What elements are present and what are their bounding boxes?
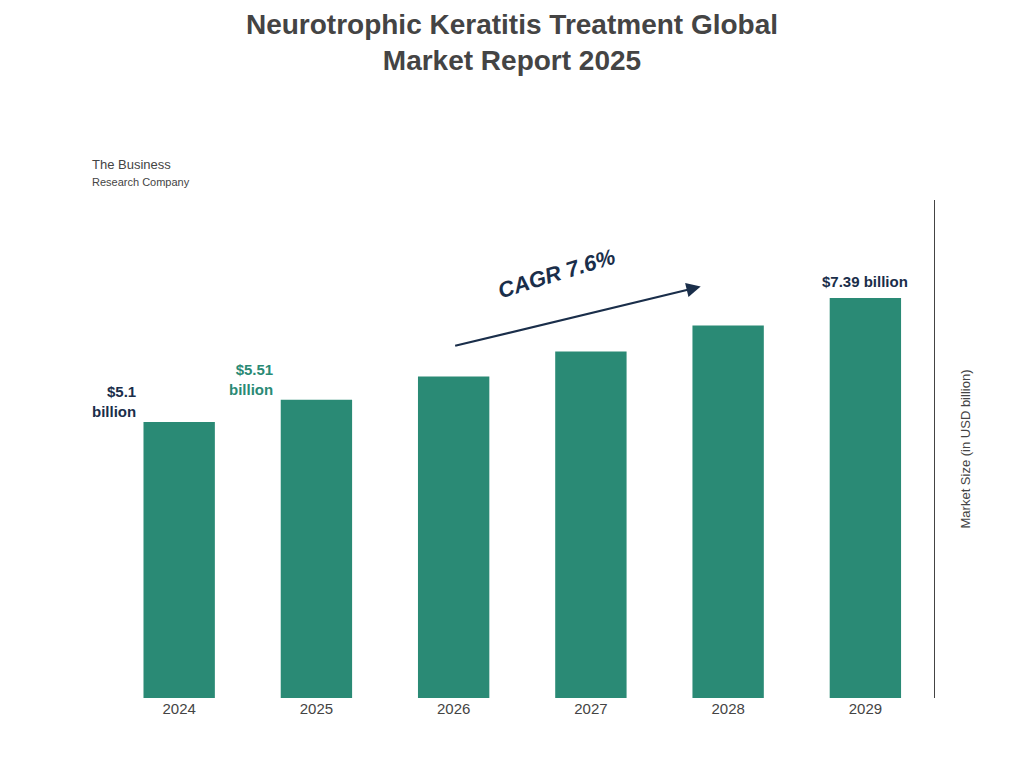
svg-text:2026: 2026 [437,700,470,717]
svg-text:2027: 2027 [574,700,607,717]
svg-text:The Business: The Business [92,157,171,172]
svg-text:$7.39 billion: $7.39 billion [822,273,908,290]
svg-text:2024: 2024 [162,700,195,717]
svg-text:Research Company: Research Company [92,176,190,188]
svg-text:$5.51billion: $5.51billion [229,361,273,398]
svg-text:CAGR 7.6%: CAGR 7.6% [495,244,618,303]
svg-text:Market Size (in USD billion): Market Size (in USD billion) [958,370,973,529]
svg-text:2029: 2029 [849,700,882,717]
svg-text:Neurotrophic Keratitis Treatme: Neurotrophic Keratitis Treatment GlobalM… [246,9,778,76]
svg-text:2025: 2025 [300,700,333,717]
svg-text:2028: 2028 [711,700,744,717]
svg-text:$5.1billion: $5.1billion [92,383,136,420]
